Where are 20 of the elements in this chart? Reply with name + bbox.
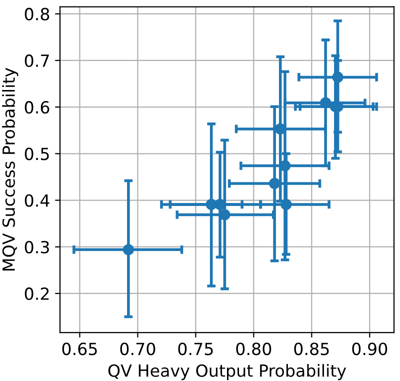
y-tick-label: 0.2 bbox=[24, 287, 49, 300]
y-tick-label: 0.8 bbox=[24, 8, 50, 20]
y-tick-label: 0.4 bbox=[24, 194, 50, 207]
x-tick-label: 0.85 bbox=[294, 342, 329, 356]
x-axis-title: QV Heavy Output Probability bbox=[108, 364, 346, 380]
point bbox=[320, 97, 332, 108]
y-tick-label: 0.7 bbox=[24, 54, 49, 68]
y-tick-label: 0.5 bbox=[24, 148, 49, 160]
point bbox=[268, 178, 280, 190]
y-tick-label: 0.6 bbox=[24, 101, 50, 114]
point bbox=[122, 244, 134, 256]
x-tick-label: 0.90 bbox=[352, 342, 388, 356]
x-tick-label: 0.75 bbox=[178, 342, 213, 356]
x-tick-label: 0.70 bbox=[120, 342, 156, 356]
y-tick-label: 0.3 bbox=[24, 240, 49, 254]
x-tick-label: 0.80 bbox=[236, 342, 272, 356]
point bbox=[280, 198, 292, 210]
y-axis-title: MQV Success Probability bbox=[2, 68, 18, 270]
point bbox=[332, 72, 344, 83]
x-tick-label: 0.65 bbox=[62, 342, 97, 356]
